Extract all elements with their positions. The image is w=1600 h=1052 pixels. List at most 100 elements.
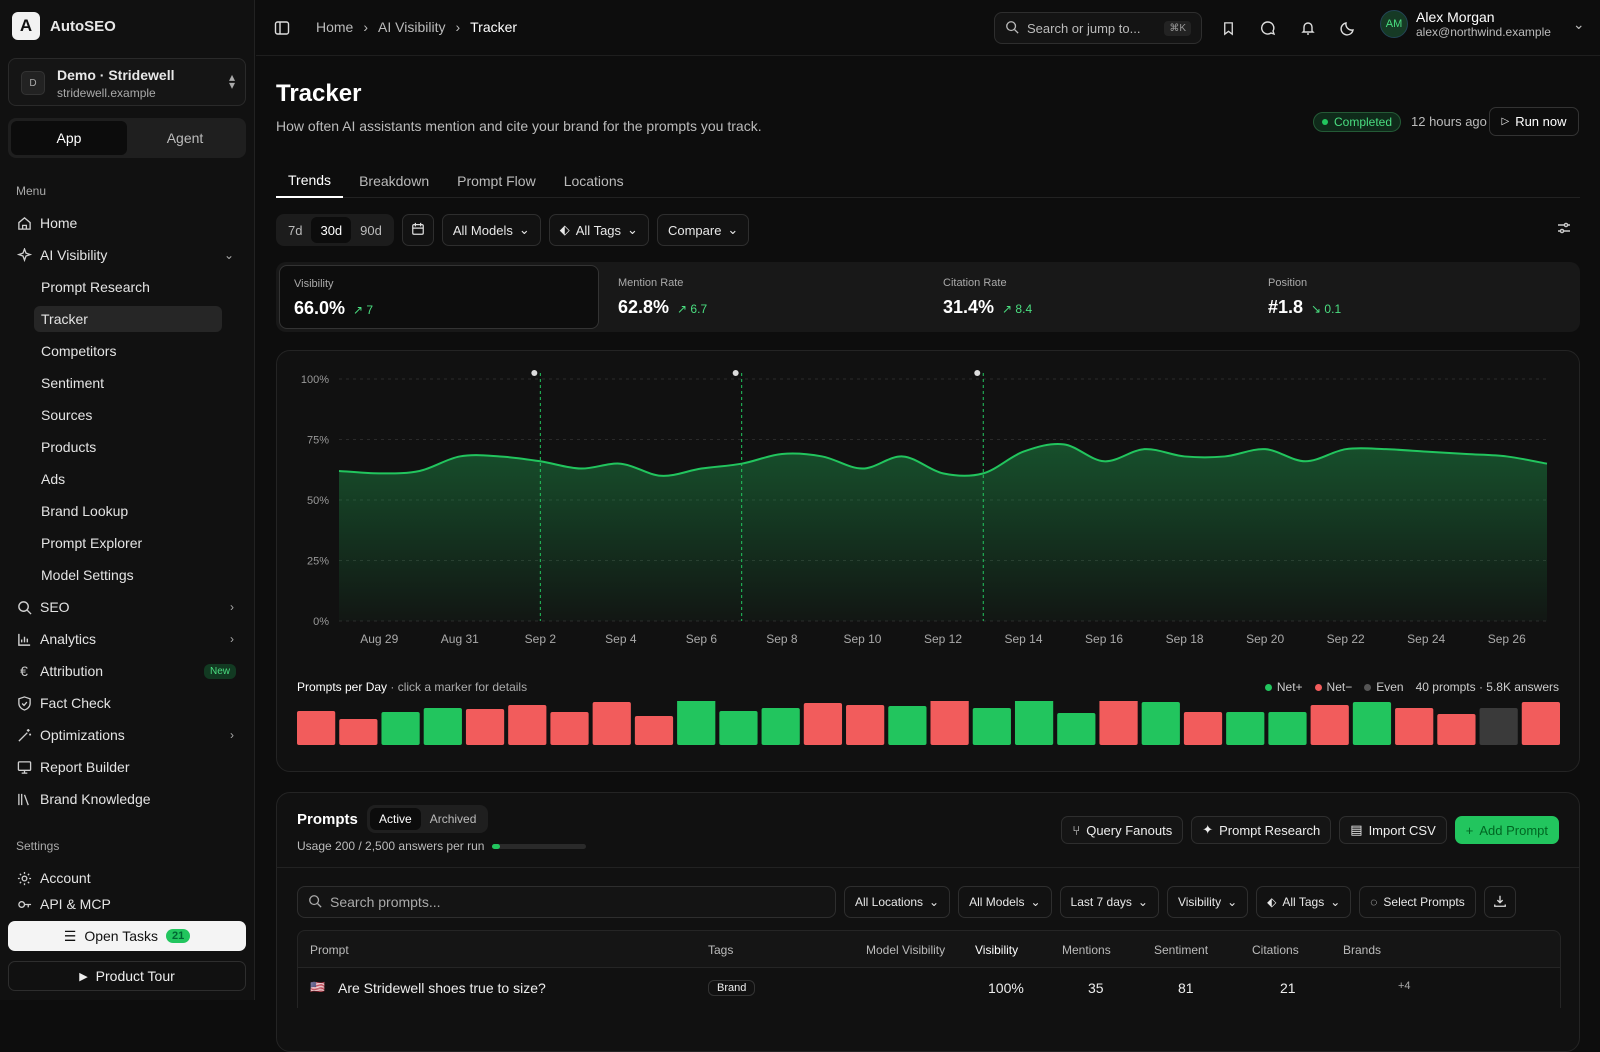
prompts-per-day-bar[interactable] <box>1437 714 1476 745</box>
user-menu[interactable]: AM Alex Morgan alex@northwind.example ⌄ <box>1380 9 1585 39</box>
prompts-per-day-bar[interactable] <box>1310 705 1349 745</box>
prompt-text[interactable]: Are Stridewell shoes true to size? <box>338 980 546 996</box>
sidebar-item-optimizations[interactable]: Optimizations › <box>8 721 246 749</box>
prompts-per-day-bar[interactable] <box>1521 702 1560 745</box>
query-fanouts-button[interactable]: ⑂ Query Fanouts <box>1061 816 1184 844</box>
prompt-research-button[interactable]: ✦ Prompt Research <box>1191 816 1332 844</box>
col-visibility[interactable]: Visibility <box>975 943 1019 957</box>
sidebar-toggle-icon[interactable] <box>272 18 292 38</box>
period-dropdown[interactable]: Last 7 days ⌄ <box>1059 886 1159 918</box>
sidebar-item-products[interactable]: Products <box>41 439 97 455</box>
prompts-per-day-bar[interactable] <box>550 712 589 745</box>
prompts-per-day-bar[interactable] <box>677 701 716 745</box>
prompts-per-day-bar[interactable] <box>508 705 547 745</box>
models-dropdown[interactable]: All Models ⌄ <box>441 214 541 246</box>
sidebar-item-tracker[interactable]: Tracker <box>34 306 222 332</box>
tab-prompt-flow[interactable]: Prompt Flow <box>457 173 536 189</box>
prompts-per-day-bar[interactable] <box>930 701 969 745</box>
sidebar-item-seo[interactable]: SEO › <box>8 593 246 621</box>
mode-agent-button[interactable]: Agent <box>166 130 204 146</box>
tab-trends[interactable]: Trends <box>276 164 344 198</box>
prompts-per-day-bar[interactable] <box>1057 713 1096 745</box>
prompts-per-day-bar[interactable] <box>297 711 336 745</box>
prompts-per-day-bar[interactable] <box>888 706 927 745</box>
prompts-per-day-bar[interactable] <box>972 708 1011 745</box>
run-now-button[interactable]: ▷ Run now <box>1489 107 1579 136</box>
sidebar-item-brand-knowledge[interactable]: Brand Knowledge <box>8 785 246 813</box>
prompts-per-day-bar[interactable] <box>719 711 758 745</box>
prompts-per-day-bar[interactable] <box>1099 701 1138 745</box>
event-marker-dot[interactable] <box>531 370 538 376</box>
product-tour-button[interactable]: ▶ Product Tour <box>8 961 246 991</box>
metric-dropdown[interactable]: Visibility ⌄ <box>1166 886 1249 918</box>
open-tasks-button[interactable]: ☰ Open Tasks 21 <box>8 921 246 951</box>
prompts-per-day-bar[interactable] <box>1183 712 1223 745</box>
sidebar-item-ai-visibility[interactable]: AI Visibility ⌄ <box>8 241 246 269</box>
col-mentions[interactable]: Mentions <box>1062 943 1111 957</box>
moon-icon[interactable] <box>1338 18 1358 38</box>
prompts-per-day-bar[interactable] <box>1226 712 1265 745</box>
prompts-per-day-bar[interactable] <box>634 716 674 745</box>
sidebar-item-report-builder[interactable]: Report Builder <box>8 753 246 781</box>
kpi-position[interactable]: Position #1.8 ↘ 0.1 <box>1254 265 1574 329</box>
col-prompt[interactable]: Prompt <box>310 943 349 957</box>
prompts-per-day-bar[interactable] <box>381 712 420 745</box>
kpi-citation-rate[interactable]: Citation Rate 31.4% ↗ 8.4 <box>929 265 1249 329</box>
prompts-per-day-bar[interactable] <box>761 708 800 745</box>
breadcrumb-home[interactable]: Home <box>316 19 354 35</box>
prompt-tags-dropdown[interactable]: ⬖ All Tags ⌄ <box>1256 886 1352 918</box>
range-30d[interactable]: 30d <box>311 217 352 243</box>
prompts-per-day-bar[interactable] <box>803 703 843 745</box>
prompts-per-day-chart[interactable] <box>277 701 1581 761</box>
kpi-visibility[interactable]: Visibility 66.0% ↗ 7 <box>279 265 599 329</box>
add-prompt-button[interactable]: + Add Prompt <box>1454 816 1559 844</box>
compare-dropdown[interactable]: Compare ⌄ <box>656 214 750 246</box>
import-csv-button[interactable]: ▤ Import CSV <box>1339 816 1447 844</box>
sidebar-item-brand-lookup[interactable]: Brand Lookup <box>41 503 129 519</box>
prompts-per-day-bar[interactable] <box>1014 701 1054 745</box>
prompts-per-day-bar[interactable] <box>592 702 631 745</box>
sidebar-item-attribution[interactable]: € Attribution New <box>8 657 246 685</box>
kpi-mention-rate[interactable]: Mention Rate 62.8% ↗ 6.7 <box>604 265 924 329</box>
sidebar-item-ads[interactable]: Ads <box>41 471 66 487</box>
sidebar-item-sentiment[interactable]: Sentiment <box>41 375 105 391</box>
sidebar-item-prompt-explorer[interactable]: Prompt Explorer <box>41 535 143 551</box>
download-button[interactable] <box>1483 886 1516 918</box>
bookmark-icon[interactable] <box>1218 18 1238 38</box>
mode-app-button[interactable]: App <box>11 121 127 155</box>
visibility-trend-chart[interactable]: 100% 75% 50% 25% 0% Aug 29 Aug 31 Sep 2 Sep 4 Sep… <box>277 351 1581 661</box>
sidebar-item-model-settings[interactable]: Model Settings <box>41 567 134 583</box>
prompts-per-day-bar[interactable] <box>465 709 505 745</box>
workspace-switcher[interactable]: D Demo · Stridewell stridewell.example ▴… <box>8 58 246 106</box>
breadcrumb-ai-visibility[interactable]: AI Visibility <box>378 19 446 35</box>
table-row[interactable]: 🇺🇸 Are Stridewell shoes true to size? Br… <box>297 968 1561 1008</box>
date-picker-button[interactable] <box>401 214 434 246</box>
select-prompts-button[interactable]: ◌ Select Prompts <box>1359 886 1476 918</box>
sidebar-item-account[interactable]: Account <box>8 864 246 892</box>
tab-breakdown[interactable]: Breakdown <box>359 173 430 189</box>
locations-dropdown[interactable]: All Locations ⌄ <box>844 886 951 918</box>
sliders-icon[interactable] <box>1556 220 1572 239</box>
prompts-per-day-bar[interactable] <box>1479 708 1518 745</box>
col-sentiment[interactable]: Sentiment <box>1154 943 1209 957</box>
tags-dropdown[interactable]: ⬖ All Tags ⌄ <box>548 214 649 246</box>
prompts-per-day-bar[interactable] <box>1352 702 1392 745</box>
prompts-per-day-bar[interactable] <box>846 705 885 745</box>
prompts-per-day-bar[interactable] <box>1268 712 1307 745</box>
prompt-models-dropdown[interactable]: All Models ⌄ <box>958 886 1052 918</box>
event-marker-dot[interactable] <box>974 370 981 376</box>
event-marker-dot[interactable] <box>732 370 739 376</box>
chat-icon[interactable] <box>1258 18 1278 38</box>
sidebar-item-sources[interactable]: Sources <box>41 407 93 423</box>
prompts-per-day-bar[interactable] <box>339 719 378 745</box>
sidebar-item-home[interactable]: Home <box>8 209 246 237</box>
prompts-per-day-bar[interactable] <box>1395 708 1434 745</box>
tab-active[interactable]: Active <box>370 808 421 830</box>
sidebar-item-analytics[interactable]: Analytics › <box>8 625 246 653</box>
app-brand[interactable]: A AutoSEO <box>12 12 116 40</box>
bell-icon[interactable] <box>1298 18 1318 38</box>
sidebar-item-competitors[interactable]: Competitors <box>41 343 117 359</box>
tab-archived[interactable]: Archived <box>429 812 477 826</box>
sidebar-item-prompt-research[interactable]: Prompt Research <box>41 279 150 295</box>
range-90d[interactable]: 90d <box>360 222 382 238</box>
